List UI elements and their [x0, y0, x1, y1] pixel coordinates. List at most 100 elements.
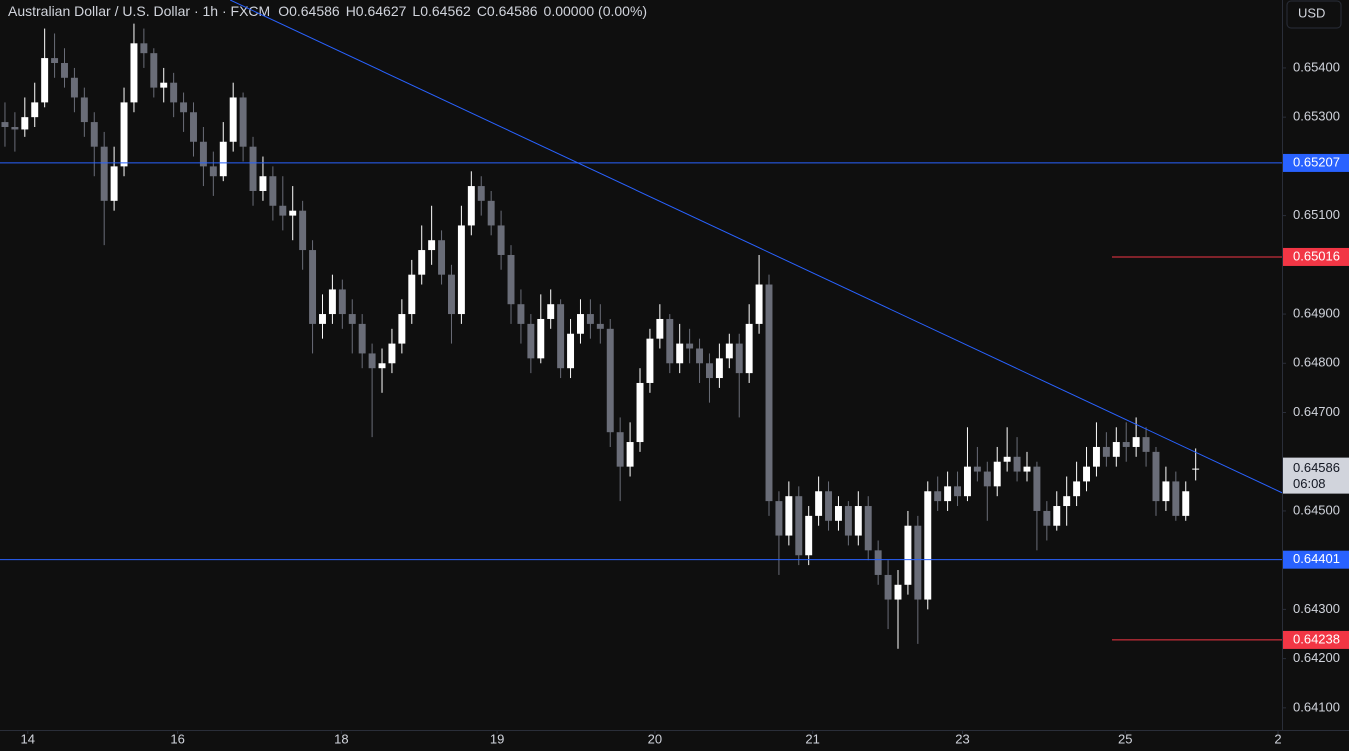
candle-body [1063, 496, 1071, 507]
x-tick-label: 2 [1274, 731, 1281, 746]
candle-body [70, 77, 78, 98]
candle-body [269, 176, 277, 206]
candle-body [477, 186, 485, 201]
y-tick-label: 0.64200 [1293, 650, 1340, 665]
candle-body [755, 284, 763, 324]
candle-body [180, 102, 188, 113]
candle-body [41, 58, 49, 103]
candle-body [805, 515, 813, 556]
candle-body [90, 122, 98, 147]
ohlc-value: H0.64627 [346, 3, 407, 19]
candle-body [338, 289, 346, 315]
candle-body [150, 53, 158, 88]
candle-body [934, 491, 942, 502]
candle-body [765, 284, 773, 502]
candle-body [596, 323, 604, 329]
price-tag-label: 0.65016 [1293, 248, 1340, 263]
price-tag-label: 0.64238 [1293, 631, 1340, 646]
candle-body [983, 471, 991, 487]
candle-body [825, 491, 833, 521]
candle-body [100, 146, 108, 201]
y-tick-label: 0.64700 [1293, 404, 1340, 419]
candle-body [636, 382, 644, 443]
candle-body [1112, 442, 1120, 457]
current-price-tag [1283, 457, 1349, 494]
candle-body [1053, 506, 1061, 526]
candle-body [795, 496, 803, 556]
candle-body [80, 97, 88, 123]
candle-body [289, 210, 297, 216]
candle-body [894, 584, 902, 600]
candle-body [646, 338, 654, 383]
candle-body [1142, 437, 1150, 452]
x-tick-label: 16 [170, 731, 184, 746]
candle-body [785, 496, 793, 536]
candle-body [1033, 466, 1041, 511]
candle-body [884, 574, 892, 600]
y-tick-label: 0.64800 [1293, 355, 1340, 370]
ohlc-value: 0.00000 (0.00%) [544, 3, 648, 19]
candle-body [170, 82, 178, 103]
y-tick-label: 0.65100 [1293, 207, 1340, 222]
candle-body [1, 122, 9, 127]
plot [1, 23, 1200, 649]
candle-body [993, 461, 1001, 487]
ohlc-value: C0.64586 [477, 3, 538, 19]
candle-body [259, 176, 267, 191]
candle-body [606, 328, 614, 433]
candle-body [279, 205, 287, 216]
candle-body [140, 43, 148, 54]
candle-body [467, 186, 475, 226]
candle-body [219, 141, 227, 177]
candle-body [418, 250, 426, 275]
candle-body [1083, 466, 1090, 482]
candle-body [854, 506, 862, 536]
candle-body [1122, 442, 1130, 447]
chart-header: Australian Dollar / U.S. Dollar · 1h · F… [8, 3, 647, 19]
candle-body [120, 102, 128, 167]
x-tick-label: 21 [805, 731, 819, 746]
candle-body [309, 250, 317, 324]
candle-body [239, 97, 247, 147]
x-tick-label: 14 [21, 731, 35, 746]
candle-body [448, 274, 455, 315]
candle-body [21, 117, 29, 130]
price-tag [1283, 247, 1349, 266]
candle-body [11, 126, 19, 130]
candle-body [1152, 451, 1160, 502]
candle-body [1182, 491, 1190, 516]
x-tick-label: 25 [1118, 731, 1132, 746]
candle-body [676, 343, 684, 364]
y-tick-label: 0.65400 [1293, 59, 1340, 74]
candle-body [110, 166, 118, 201]
candle-body [775, 501, 783, 536]
x-tick-label: 19 [490, 731, 504, 746]
candle-body [398, 314, 406, 344]
y-tick-label: 0.64100 [1293, 699, 1340, 714]
candle-body [487, 200, 495, 226]
candle-body [378, 363, 386, 369]
candle-body [864, 506, 872, 551]
candle-body [576, 314, 584, 334]
candle-body [229, 97, 237, 142]
candle-body [190, 112, 197, 142]
candle-body [656, 318, 664, 339]
candle-body [457, 225, 465, 315]
candle-body [388, 343, 396, 364]
candle-body [497, 225, 505, 255]
ohlc-value: O0.64586 [278, 3, 340, 19]
candle-body [626, 442, 634, 467]
candle-body [616, 432, 624, 467]
y-tick-label: 0.64900 [1293, 305, 1340, 320]
trendline [229, 0, 1283, 494]
candle-body [745, 323, 753, 374]
candle-body [249, 146, 257, 191]
currency-label[interactable]: USD [1298, 5, 1325, 20]
candle-body [844, 506, 852, 536]
currency-button[interactable] [1286, 0, 1342, 29]
candle-body [368, 353, 376, 369]
candle-body [705, 363, 713, 379]
candle-body [328, 289, 336, 315]
candle-body [1092, 446, 1100, 467]
